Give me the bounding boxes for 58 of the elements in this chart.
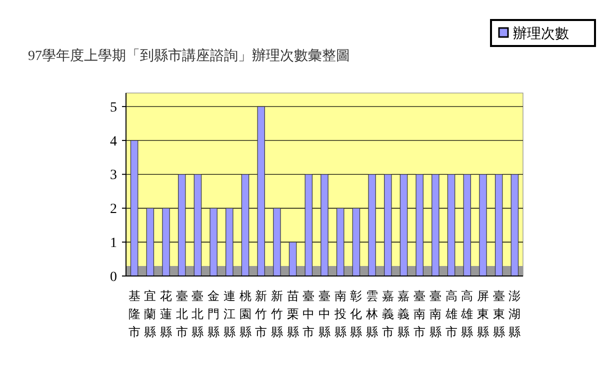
bar: [241, 174, 250, 276]
bar: [416, 174, 424, 276]
x-tick-label: 新竹縣: [270, 289, 283, 339]
bar: [384, 174, 392, 276]
bar: [288, 242, 297, 276]
bar: [400, 174, 408, 276]
bar: [162, 208, 170, 276]
bar: [479, 174, 487, 276]
x-tick-label: 彰化縣: [350, 289, 362, 339]
x-tick-label: 基隆市: [128, 289, 140, 339]
bar: [320, 174, 328, 276]
x-tick-label: 雲林縣: [365, 289, 378, 339]
bar: [178, 174, 186, 276]
x-tick-label: 臺中縣: [318, 289, 330, 339]
bar: [510, 174, 519, 276]
x-tick-label: 臺東縣: [492, 289, 505, 339]
x-tick-label: 花蓮縣: [160, 289, 172, 339]
x-tick-label: 高雄縣: [460, 289, 474, 339]
x-tick-label: 嘉義市: [382, 289, 394, 339]
bar: [447, 174, 456, 276]
bar: [130, 140, 138, 276]
x-tick-label: 屏東縣: [476, 289, 489, 339]
chart-title: 97學年度上學期「到縣市講座諮詢」辦理次數彙整圖: [28, 48, 350, 64]
y-tick-label: 0: [110, 270, 117, 285]
y-tick-label: 2: [110, 202, 117, 218]
x-tick-label: 臺北市: [176, 289, 188, 339]
x-tick-label: 宜蘭縣: [144, 289, 156, 339]
x-tick-label: 新竹市: [255, 289, 268, 339]
legend-label: 辦理次數: [513, 26, 569, 42]
x-tick-label: 南投縣: [333, 289, 346, 339]
y-tick-label: 3: [110, 168, 117, 184]
bar: [463, 174, 471, 276]
x-tick-label: 桃園縣: [239, 289, 252, 339]
bar: [210, 208, 218, 276]
bar: [194, 174, 202, 276]
bar: [304, 174, 313, 276]
bar: [257, 106, 265, 276]
x-tick-label: 澎湖縣: [508, 289, 521, 339]
x-tick-label: 高雄市: [444, 289, 458, 339]
y-tick-label: 5: [110, 100, 117, 116]
x-tick-label: 臺南市: [414, 289, 426, 339]
x-tick-label: 連江縣: [223, 289, 236, 339]
y-tick-label: 1: [110, 236, 117, 252]
x-tick-label: 苗栗縣: [286, 289, 299, 339]
x-tick-label: 金門縣: [208, 289, 220, 339]
bar: [273, 208, 281, 276]
bar: [494, 174, 503, 276]
bar: [226, 208, 234, 276]
bar: [146, 208, 154, 276]
y-tick-label: 4: [110, 134, 117, 150]
bar: [336, 208, 344, 276]
bar: [368, 174, 376, 276]
x-tick-label: 臺中市: [302, 289, 315, 339]
x-tick-label: 臺南縣: [429, 289, 442, 339]
x-tick-label: 嘉義縣: [398, 289, 410, 339]
bar: [352, 208, 360, 276]
bar: [432, 174, 440, 276]
x-tick-label: 臺北縣: [192, 289, 204, 339]
